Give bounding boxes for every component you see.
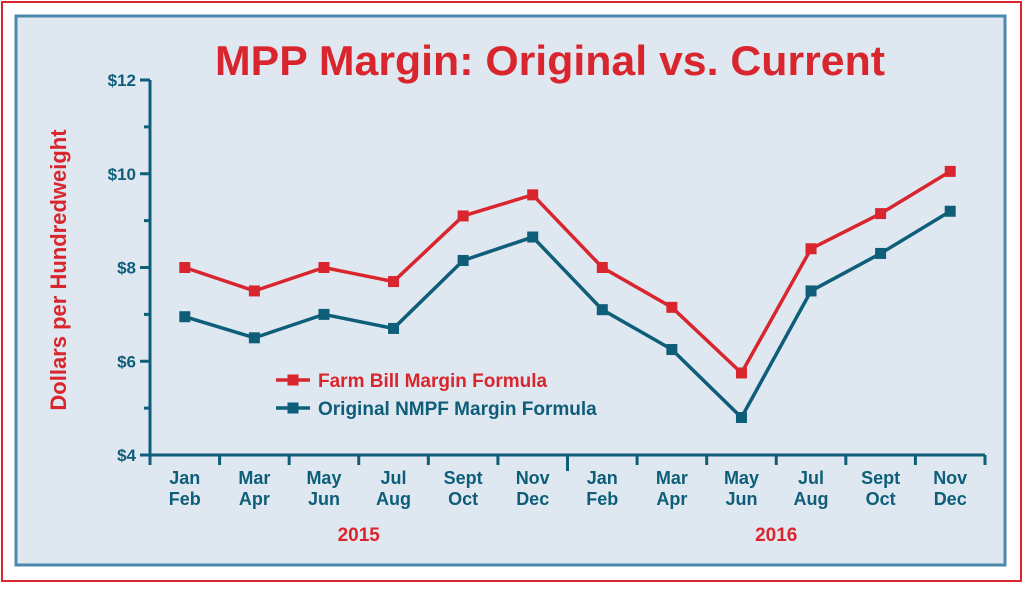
data-point (248, 285, 260, 297)
x-tick-line: Feb (586, 489, 618, 509)
y-tick-label: $8 (117, 259, 136, 278)
x-tick-label: Nov Dec (933, 468, 967, 509)
x-tick-label: Jan Feb (586, 468, 618, 509)
data-point (805, 243, 817, 255)
x-tick-label: Sept Oct (861, 468, 900, 509)
x-group-label: 2016 (755, 525, 797, 546)
y-tick-label: $6 (117, 352, 136, 371)
data-point (875, 208, 887, 220)
y-tick-label: $12 (108, 71, 136, 90)
data-point (735, 367, 747, 379)
x-tick-line: Dec (516, 489, 549, 509)
legend-marker (287, 402, 299, 414)
x-tick-label: Jan Feb (169, 468, 201, 509)
x-tick-line: Jul (381, 468, 407, 488)
data-point (805, 285, 817, 297)
x-tick-line: Oct (866, 489, 896, 509)
legend-label: Farm Bill Margin Formula (318, 371, 548, 392)
data-point (735, 412, 747, 423)
data-point (388, 276, 400, 288)
x-tick-line: Oct (448, 489, 478, 509)
x-tick-line: May (724, 468, 759, 488)
x-tick-line: Dec (934, 489, 967, 509)
y-axis-label: Dollars per Hundredweight (46, 129, 71, 411)
x-tick-line: Mar (238, 468, 270, 488)
x-tick-line: Nov (933, 468, 967, 488)
x-tick-line: Feb (169, 489, 201, 509)
x-tick-label: May Jun (306, 468, 341, 509)
x-tick-line: May (306, 468, 341, 488)
data-point (596, 304, 608, 316)
x-tick-label: May Jun (724, 468, 759, 509)
x-tick-label: Mar Apr (238, 468, 270, 509)
data-point (179, 311, 191, 323)
x-tick-line: Aug (794, 489, 829, 509)
legend-marker (287, 374, 299, 386)
x-tick-line: Jul (798, 468, 824, 488)
data-point (875, 247, 887, 259)
panel (14, 14, 1007, 567)
x-tick-line: Jun (308, 489, 340, 509)
series-line (184, 209, 952, 421)
data-point (388, 322, 400, 334)
data-point (457, 254, 469, 266)
x-tick-label: Mar Apr (656, 468, 688, 509)
x-tick-line: Sept (444, 468, 483, 488)
legend-label: Original NMPF Margin Formula (318, 399, 597, 420)
series-line (184, 169, 952, 376)
data-point (527, 189, 539, 201)
x-tick-line: Jan (587, 468, 618, 488)
x-tick-line: Apr (656, 489, 687, 509)
data-point (248, 332, 260, 344)
data-point (596, 262, 608, 273)
x-tick-line: Nov (516, 468, 550, 488)
data-point (944, 165, 956, 177)
x-tick-line: Mar (656, 468, 688, 488)
x-tick-line: Sept (861, 468, 900, 488)
data-point (527, 231, 539, 243)
x-tick-line: Jun (725, 489, 757, 509)
x-tick-line: Aug (376, 489, 411, 509)
data-point (666, 301, 678, 313)
x-tick-label: Sept Oct (444, 468, 483, 509)
data-point (318, 308, 330, 320)
chart-title: MPP Margin: Original vs. Current (215, 37, 885, 84)
data-point (179, 262, 191, 273)
y-tick-label: $4 (117, 446, 136, 465)
x-tick-label: Jul Aug (794, 468, 829, 509)
x-group-label: 2015 (338, 525, 381, 546)
x-tick-label: Nov Dec (516, 468, 550, 509)
x-tick-line: Apr (239, 489, 270, 509)
y-tick-label: $10 (108, 165, 136, 184)
x-tick-line: Jan (169, 468, 200, 488)
data-point (318, 262, 330, 273)
x-tick-label: Jul Aug (376, 468, 411, 509)
data-point (666, 344, 678, 356)
data-point (944, 205, 956, 217)
data-point (457, 210, 469, 222)
